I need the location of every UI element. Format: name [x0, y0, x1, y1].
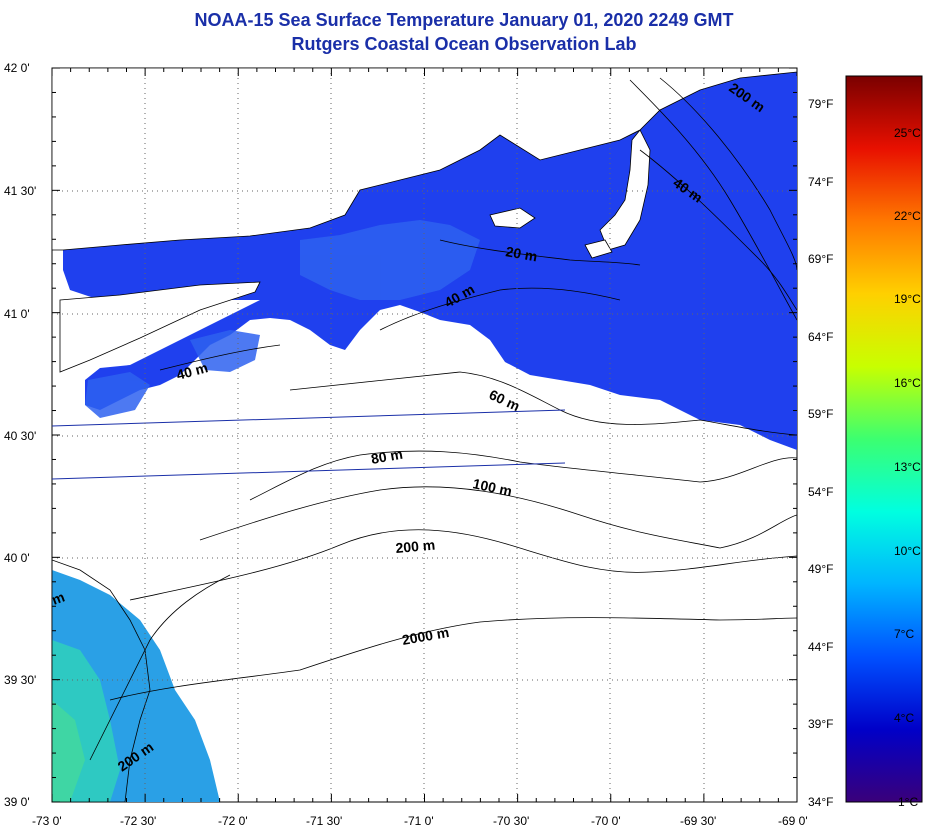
colorbar: [845, 75, 923, 803]
new-jersey-coast: [52, 559, 151, 802]
lat-label-42: 42 0': [4, 61, 30, 75]
f-label-64: 64°F: [808, 330, 834, 344]
grid: [52, 68, 797, 802]
c-label-4: 4°C: [894, 711, 915, 725]
c-label-22: 22°C: [894, 209, 921, 223]
contour-40m-a: [159, 344, 281, 371]
contour-offshore-ne: [629, 79, 797, 321]
lat-label-39-30: 39 30': [4, 673, 37, 687]
contour-2000m: [109, 617, 797, 701]
map-subtitle: Rutgers Coastal Ocean Observation Lab: [291, 34, 637, 54]
lon-label-72: -72 0': [218, 814, 248, 828]
axis-ticks: [51, 67, 798, 803]
contour-label-20m: 20 m: [504, 243, 538, 264]
contour-20m: [439, 239, 641, 266]
f-label-39: 39°F: [808, 717, 834, 731]
track-line-2: [52, 462, 566, 480]
contour-label-200m: 200 m: [395, 537, 436, 556]
f-label-34: 34°F: [808, 795, 834, 809]
nantucket: [584, 239, 613, 259]
c-label-16: 16°C: [894, 376, 921, 390]
contour-label-80m: 80 m: [370, 446, 404, 467]
f-label-74: 74°F: [808, 175, 834, 189]
c-label-1: 1°C: [898, 795, 919, 809]
lon-label-72-30: -72 30': [120, 814, 157, 828]
sst-mid-overlay: [85, 220, 480, 418]
lat-label-40: 40 0': [4, 551, 30, 565]
lon-label-73: -73 0': [32, 814, 62, 828]
contour-200m: [129, 529, 797, 601]
lon-label-71-30: -71 30': [306, 814, 343, 828]
cape-cod: [599, 129, 651, 251]
c-label-10: 10°C: [894, 544, 921, 558]
c-label-25: 25°C: [894, 126, 921, 140]
f-label-59: 59°F: [808, 407, 834, 421]
contour-100m: [199, 486, 797, 549]
c-label-7: 7°C: [894, 627, 915, 641]
c-label-13: 13°C: [894, 460, 921, 474]
contour-offshore-ne-2: [659, 77, 797, 271]
long-island: [59, 281, 261, 373]
lat-label-40-30: 40 30': [4, 429, 37, 443]
lon-label-71: -71 0': [404, 814, 434, 828]
contour-40m-b: [379, 287, 621, 331]
lon-label-70-30: -70 30': [493, 814, 530, 828]
c-label-19: 19°C: [894, 292, 921, 306]
lon-label-69: -69 0': [778, 814, 808, 828]
f-label-79: 79°F: [808, 97, 834, 111]
f-label-44: 44°F: [808, 640, 834, 654]
f-label-69: 69°F: [808, 252, 834, 266]
lat-label-39: 39 0': [4, 795, 30, 809]
lon-label-69-30: -69 30': [680, 814, 717, 828]
track-line-1: [52, 409, 566, 427]
contour-label-m-edge: m: [50, 589, 67, 608]
contour-80m: [249, 450, 797, 501]
map-title: NOAA-15 Sea Surface Temperature January …: [194, 10, 734, 30]
map-content: [52, 68, 797, 802]
lon-label-70: -70 0': [591, 814, 621, 828]
marthas-vineyard: [489, 207, 536, 229]
contour-40m-c: [639, 149, 797, 311]
contour-label-40m-w: 40 m: [175, 359, 210, 383]
bathymetry-contours: [89, 77, 797, 761]
f-label-54: 54°F: [808, 485, 834, 499]
sst-warm-region: [52, 570, 220, 802]
lat-label-41-30: 41 30': [4, 184, 37, 198]
f-label-49: 49°F: [808, 562, 834, 576]
contour-shelf-south: [89, 574, 231, 761]
satellite-tracks: [52, 409, 566, 480]
lat-label-41: 41 0': [4, 307, 30, 321]
